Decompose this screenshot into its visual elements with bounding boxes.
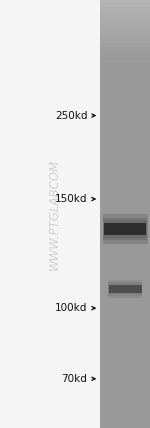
- Bar: [100, 385, 150, 392]
- Bar: [100, 36, 150, 43]
- Bar: [100, 100, 150, 107]
- Bar: [100, 136, 150, 143]
- Bar: [100, 321, 150, 328]
- Bar: [100, 128, 150, 136]
- Text: 70kd: 70kd: [61, 374, 87, 384]
- Bar: [100, 328, 150, 335]
- Bar: [100, 178, 150, 185]
- Bar: [100, 107, 150, 114]
- Text: WWW.PTGLABCOM: WWW.PTGLABCOM: [48, 158, 60, 270]
- Text: 150kd: 150kd: [55, 194, 87, 204]
- Bar: [100, 335, 150, 342]
- Bar: [100, 257, 150, 264]
- Bar: [100, 214, 150, 221]
- Bar: [100, 114, 150, 121]
- Bar: [100, 207, 150, 214]
- Bar: [100, 157, 150, 164]
- Bar: [100, 64, 150, 71]
- Bar: [100, 378, 150, 385]
- Bar: [100, 300, 150, 307]
- Bar: [100, 228, 150, 235]
- Bar: [100, 57, 150, 64]
- Bar: [108, 280, 142, 298]
- Bar: [100, 71, 150, 78]
- Text: 100kd: 100kd: [55, 303, 87, 313]
- Bar: [109, 285, 142, 293]
- Bar: [100, 221, 150, 228]
- Bar: [100, 14, 150, 21]
- Bar: [100, 278, 150, 285]
- Bar: [104, 223, 146, 235]
- Bar: [100, 121, 150, 128]
- Bar: [103, 220, 147, 238]
- Bar: [100, 292, 150, 300]
- Bar: [100, 150, 150, 157]
- Bar: [100, 93, 150, 100]
- Bar: [100, 414, 150, 421]
- Bar: [108, 282, 142, 296]
- Bar: [100, 285, 150, 292]
- Bar: [100, 243, 150, 250]
- Bar: [100, 200, 150, 207]
- Bar: [100, 0, 150, 7]
- Bar: [100, 193, 150, 200]
- Bar: [100, 342, 150, 350]
- Bar: [100, 50, 150, 57]
- Bar: [100, 43, 150, 50]
- Bar: [100, 271, 150, 278]
- Bar: [100, 399, 150, 407]
- Bar: [100, 307, 150, 314]
- Bar: [100, 171, 150, 178]
- Bar: [100, 7, 150, 14]
- Bar: [103, 214, 148, 244]
- Bar: [100, 350, 150, 357]
- Bar: [100, 86, 150, 93]
- Bar: [100, 264, 150, 271]
- Bar: [100, 421, 150, 428]
- Bar: [100, 250, 150, 257]
- Bar: [100, 364, 150, 371]
- Bar: [100, 78, 150, 86]
- Bar: [100, 371, 150, 378]
- Bar: [100, 392, 150, 399]
- Bar: [100, 21, 150, 29]
- Bar: [108, 283, 142, 294]
- Text: 250kd: 250kd: [55, 110, 87, 121]
- Bar: [100, 143, 150, 150]
- Bar: [100, 164, 150, 171]
- Bar: [100, 185, 150, 193]
- Bar: [100, 357, 150, 364]
- Bar: [103, 218, 147, 240]
- Bar: [100, 407, 150, 414]
- Bar: [100, 314, 150, 321]
- Bar: [100, 29, 150, 36]
- Bar: [100, 235, 150, 243]
